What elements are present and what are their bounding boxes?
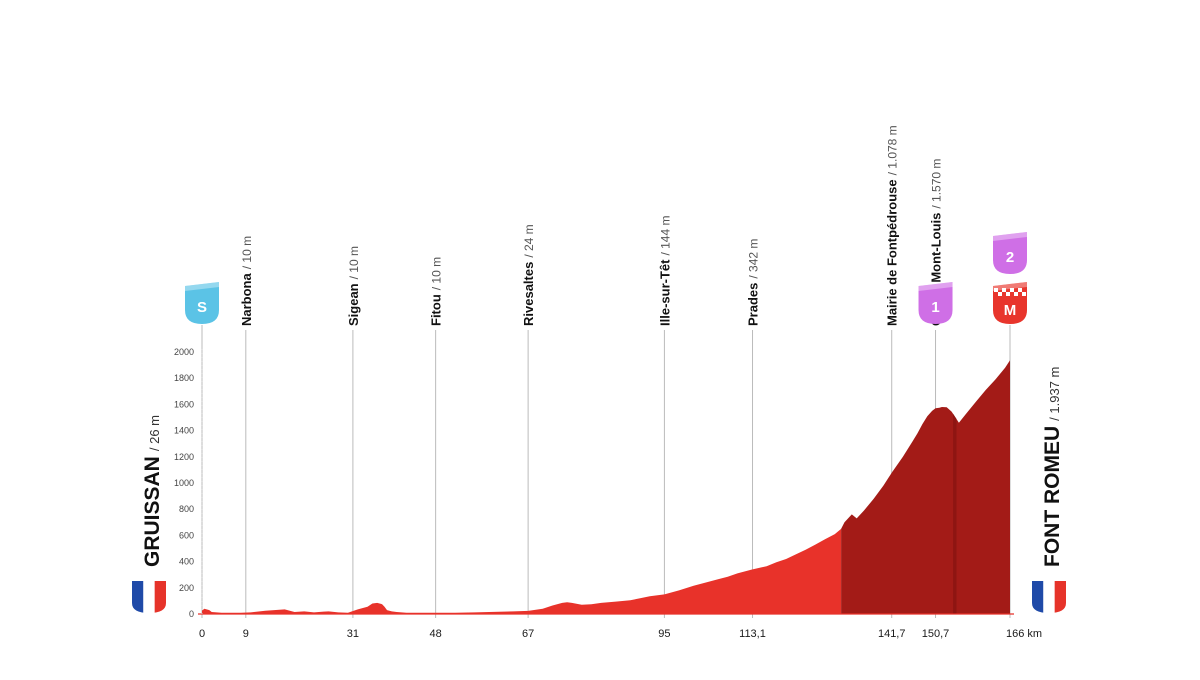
waypoint-altitude: / 24 m (522, 224, 536, 257)
waypoint-altitude: / 10 m (240, 236, 254, 269)
waypoint-altitude: / 1.570 m (930, 159, 944, 209)
waypoint-altitude: / 342 m (747, 239, 761, 279)
x-tick-label: 166 km (1006, 628, 1042, 640)
badge-stripe (185, 282, 219, 291)
waypoint-labels: Narbona / 10 m Sigean / 10 m Fitou / 10 m Rive… (239, 125, 944, 326)
checkered-square (994, 288, 998, 292)
category-badge: S (185, 282, 219, 324)
category-badge: M (993, 282, 1027, 324)
flag-blue (1032, 581, 1044, 613)
x-tick-label: 141,7 (878, 628, 906, 640)
checkered-square (1022, 292, 1026, 296)
waypoint-label: Rivesaltes / 24 m (521, 224, 536, 326)
waypoint-name: Mairie de Fontpédrouse (885, 179, 900, 326)
checkered-square (1010, 288, 1014, 292)
flag-stripes (1032, 581, 1066, 613)
badge-stripe (993, 282, 1027, 291)
x-tick-label: 95 (658, 628, 670, 640)
y-tick-label: 400 (179, 557, 194, 567)
badge-stripe (993, 232, 1027, 241)
flag-white (143, 581, 155, 613)
y-tick-label: 800 (179, 504, 194, 514)
waypoint-altitude: / 1.078 m (886, 125, 900, 175)
category-badge: 1 (918, 282, 953, 324)
y-tick-label: 600 (179, 530, 194, 540)
waypoint-name: Narbona (239, 273, 254, 327)
waypoint-name: Sigean (346, 283, 361, 326)
x-tick-label: 0 (199, 628, 205, 640)
badge-label: 1 (931, 299, 939, 316)
profile-area-layer (198, 360, 1014, 615)
flag-red (1054, 581, 1066, 613)
profile-area-flat (202, 528, 842, 614)
y-tick-label: 1800 (174, 373, 194, 383)
y-tick-label: 1400 (174, 426, 194, 436)
x-tick-label: 48 (430, 628, 442, 640)
checkered-square (998, 292, 1002, 296)
y-tick-label: 2000 (174, 347, 194, 357)
y-axis: 0 200 400 600 800 1000 1200 1400 1600 1800 2000 (174, 347, 203, 619)
waypoint-label: Fitou / 10 m (429, 257, 444, 326)
x-tick-label: 67 (522, 628, 534, 640)
badge-shape (918, 282, 953, 324)
endpoint-labels: GRUISSAN / 26 m FONT ROMEU / 1.937 m (132, 367, 1066, 613)
waypoint-altitude: / 144 m (658, 216, 672, 256)
waypoint-label: Prades / 342 m (746, 239, 761, 326)
waypoint-name: Fitou (429, 294, 444, 326)
start-label: GRUISSAN / 26 m (141, 415, 164, 567)
waypoint-name: Ille-sur-Têt (657, 259, 672, 326)
badge-label: S (197, 299, 207, 316)
x-tick-label: 31 (347, 628, 359, 640)
x-tick-label: 150,7 (922, 628, 950, 640)
checkered-square (1014, 292, 1018, 296)
category-badge: 2 (993, 232, 1027, 274)
x-axis: 0 9 31 48 67 95 113,1 141,7 150,7 166 km (199, 628, 1042, 640)
profile-area-divider (953, 413, 957, 614)
flag-white (1043, 581, 1055, 613)
waypoint-label: Ille-sur-Têt / 144 m (657, 216, 672, 327)
badge-shape (185, 282, 219, 324)
finish-label-name: FONT ROMEU (1041, 426, 1064, 567)
y-tick-label: 1200 (174, 452, 194, 462)
waypoint-altitude: / 10 m (347, 246, 361, 279)
flag-red (154, 581, 166, 613)
waypoint-label: Sigean / 10 m (346, 246, 361, 326)
x-tick-label: 113,1 (739, 628, 766, 640)
flag-blue (132, 581, 144, 613)
y-tick-label: 200 (179, 583, 194, 593)
flag-stripes (132, 581, 166, 613)
profile-area-climb (841, 360, 1010, 614)
x-tick-label: 9 (243, 628, 249, 640)
start-label-name: GRUISSAN (141, 456, 164, 567)
y-tick-label: 1600 (174, 399, 194, 409)
badge-shape (993, 232, 1027, 274)
checkered-square (1002, 288, 1006, 292)
finish-label-altitude: / 1.937 m (1047, 367, 1062, 421)
category-badges: S 1 M 2 (185, 232, 1027, 324)
waypoint-label: Narbona / 10 m (239, 236, 254, 326)
start-flag-icon (132, 581, 166, 613)
badge-label: 2 (1006, 249, 1014, 266)
badge-stripe (918, 282, 953, 291)
finish-label: FONT ROMEU / 1.937 m (1041, 367, 1064, 567)
waypoint-name: Rivesaltes (521, 262, 536, 326)
badge-label: M (1004, 302, 1017, 319)
y-tick-label: 1000 (174, 478, 194, 488)
waypoint-altitude: / 10 m (430, 257, 444, 290)
waypoint-label: Mairie de Fontpédrouse / 1.078 m (885, 125, 900, 326)
checkered-square (1006, 292, 1010, 296)
finish-flag-icon (1032, 581, 1066, 613)
start-label-altitude: / 26 m (147, 415, 162, 451)
y-tick-label: 0 (189, 609, 194, 619)
waypoint-name: Prades (746, 283, 761, 326)
checkered-square (1018, 288, 1022, 292)
